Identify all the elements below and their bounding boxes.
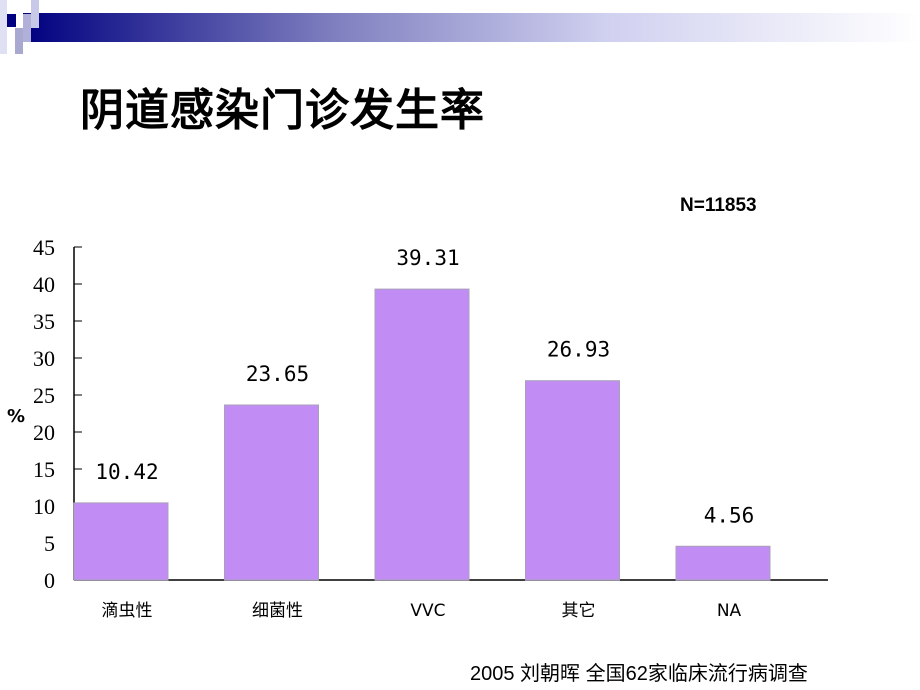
bar (73, 502, 169, 581)
y-tick-label: 15 (33, 457, 55, 482)
x-tick-label: VVC (410, 601, 445, 621)
decor-square-light (31, 0, 39, 28)
y-tick-label: 30 (33, 346, 55, 371)
bar (224, 404, 319, 581)
sample-size-label: N=11853 (680, 195, 757, 216)
bar (675, 545, 771, 581)
y-tick-label: 20 (33, 420, 55, 445)
y-tick-label: 35 (33, 309, 55, 334)
y-tick-label: 45 (33, 235, 55, 260)
slide-title: 阴道感染门诊发生率 (80, 85, 485, 136)
source-note: 2005 刘朝晖 全国62家临床流行病调查 (470, 663, 808, 685)
bar (525, 380, 620, 581)
x-tick-label: 细菌性 (252, 601, 303, 621)
decor-square-dark (7, 14, 16, 27)
decor-square-light (0, 0, 7, 54)
decor-square-light (15, 28, 23, 54)
data-label: 4.56 (704, 503, 755, 527)
x-tick-label: 滴虫性 (102, 601, 153, 621)
data-label: 39.31 (396, 246, 459, 270)
y-tick-label: 0 (44, 568, 55, 593)
decor-square-light (23, 14, 31, 42)
x-tick-label: 其它 (562, 601, 596, 621)
data-label: 10.42 (95, 460, 158, 484)
header-gradient-bar (23, 13, 920, 42)
y-tick-label: 25 (33, 383, 55, 408)
data-label: 26.93 (547, 338, 610, 362)
y-tick-label: 5 (44, 531, 55, 556)
x-tick-label: NA (717, 601, 742, 621)
data-label: 23.65 (246, 362, 309, 386)
y-axis-label: % (7, 406, 25, 427)
y-tick-label: 40 (33, 272, 55, 297)
y-tick-label: 10 (33, 494, 55, 519)
bar (374, 288, 470, 581)
